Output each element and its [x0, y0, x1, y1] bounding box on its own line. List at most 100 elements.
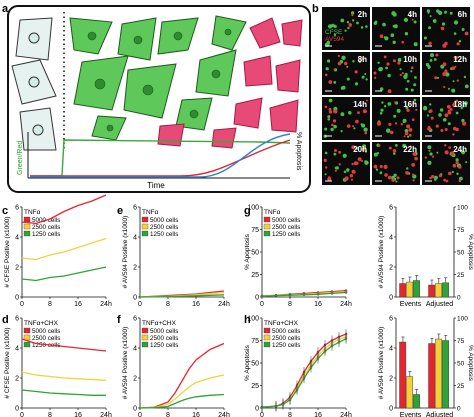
red-cell-dot: [351, 145, 356, 150]
green-cell-dot: [396, 108, 401, 113]
green-cell-dot: [360, 123, 363, 126]
green-cell-dot: [331, 23, 335, 28]
legend-swatch: [23, 230, 31, 237]
y-tick-label: 0: [255, 406, 259, 413]
red-cell-dot: [427, 126, 432, 131]
bar: [442, 282, 449, 298]
green-cell-dot: [392, 25, 396, 28]
green-cell-dot: [340, 130, 343, 133]
data-point: [330, 344, 334, 348]
panel-a-y-left-label: Green/Red: [17, 141, 24, 175]
green-cell-dot: [393, 173, 397, 177]
y-tick-label: 0: [255, 295, 259, 302]
data-point: [274, 404, 278, 408]
y-tick-label-left: 0: [389, 295, 393, 302]
red-cell-dot: [451, 66, 456, 70]
green-cell-dot: [364, 160, 369, 165]
legend-label: 2500 cells: [272, 335, 300, 342]
cell-nucleus: [173, 31, 183, 41]
time-label: 10h: [403, 55, 417, 64]
green-cell-dot: [325, 67, 329, 71]
green-cell-dot: [427, 11, 430, 14]
panel-letter-e: e: [117, 205, 123, 217]
apoptotic-cell: [211, 127, 237, 149]
y-tick-label: 2: [133, 376, 137, 383]
red-cell-dot: [364, 131, 368, 135]
cell-nucleus: [28, 32, 40, 44]
green-nuclei: [87, 28, 232, 132]
red-cell-dot: [431, 175, 435, 179]
green-cell-dot: [382, 22, 386, 27]
category-label: Adjusted: [426, 412, 453, 417]
category-label: Events: [400, 412, 422, 417]
y-tick-label: 2: [15, 376, 19, 383]
green-cell-dot: [429, 103, 432, 106]
y-tick-label-right: 100: [457, 205, 468, 212]
green-cell-dot: [333, 33, 337, 37]
green-cell-dot: [429, 152, 433, 156]
legend-label: 2500 cells: [272, 224, 300, 231]
red-cell-dot: [464, 31, 469, 36]
red-cell-dot: [452, 163, 457, 168]
red-cell-dot: [383, 164, 388, 169]
x-tick-label: 16: [192, 301, 200, 308]
chart-h: 0 25 50 75 100 0 8 16 24h % Apoptosis TNFα+CHX5000…: [244, 316, 352, 417]
green-cell-dot: [402, 120, 405, 124]
green-cell-dot: [432, 19, 437, 23]
red-cell-dot: [401, 72, 404, 75]
green-cell-dot: [402, 143, 407, 148]
green-cell-dot: [355, 147, 359, 150]
red-cell-dot: [431, 155, 435, 158]
green-cell-dot: [427, 160, 432, 165]
green-cell-dot: [324, 173, 327, 176]
legend-label: 1250 cells: [150, 231, 178, 238]
red-cell-dot: [447, 109, 451, 113]
red-cell-dot: [455, 99, 459, 103]
green-cell-dot: [346, 77, 350, 81]
green-cell-dot: [327, 43, 330, 46]
red-cell-dot: [399, 73, 402, 77]
series-line: [21, 389, 106, 396]
data-point: [260, 294, 264, 298]
treatment-label: TNFα+CHX: [142, 320, 177, 327]
green-cell-dot: [443, 118, 447, 122]
treatment-label: TNFα+CHX: [264, 320, 299, 327]
time-label: 8h: [358, 55, 367, 64]
y-tick-label: 50: [251, 250, 259, 257]
red-cell-dot: [338, 163, 341, 166]
x-tick-label: 24h: [340, 301, 352, 308]
green-cell-dot: [460, 106, 463, 110]
red-cell-dot: [357, 157, 362, 162]
x-tick-label: 16: [192, 412, 200, 417]
data-point: [344, 291, 348, 294]
green-cell-dot: [414, 76, 417, 79]
green-cell-dot: [380, 87, 384, 91]
red-cell-dot: [403, 135, 406, 138]
red-cell-dot: [352, 125, 354, 128]
cell-nucleus: [133, 35, 143, 45]
time-label: 2h: [358, 10, 367, 19]
apoptotic-cell: [249, 17, 281, 49]
green-cell-dot: [455, 158, 459, 162]
y-tick-label: 0: [133, 406, 137, 413]
red-cell-dot: [394, 122, 398, 125]
legend-swatch: [141, 341, 149, 348]
bar: [428, 343, 436, 409]
green-cell-dot: [449, 11, 453, 15]
y-tick-label: 75: [251, 227, 259, 234]
red-cell-dot: [411, 18, 414, 21]
green-cell-dot: [406, 167, 409, 170]
y-tick-label-right: 0: [457, 406, 461, 413]
red-cell-dot: [462, 121, 467, 126]
bar: [413, 280, 420, 298]
y-tick-label: 0: [133, 295, 137, 302]
x-tick-label: 8: [166, 301, 170, 308]
x-tick-label: 0: [138, 301, 142, 308]
red-cell-dot: [346, 124, 351, 128]
red-cell-dot: [455, 161, 459, 165]
red-cell-dot: [392, 149, 397, 153]
data-point: [281, 403, 285, 406]
red-cell-dot: [445, 179, 449, 183]
